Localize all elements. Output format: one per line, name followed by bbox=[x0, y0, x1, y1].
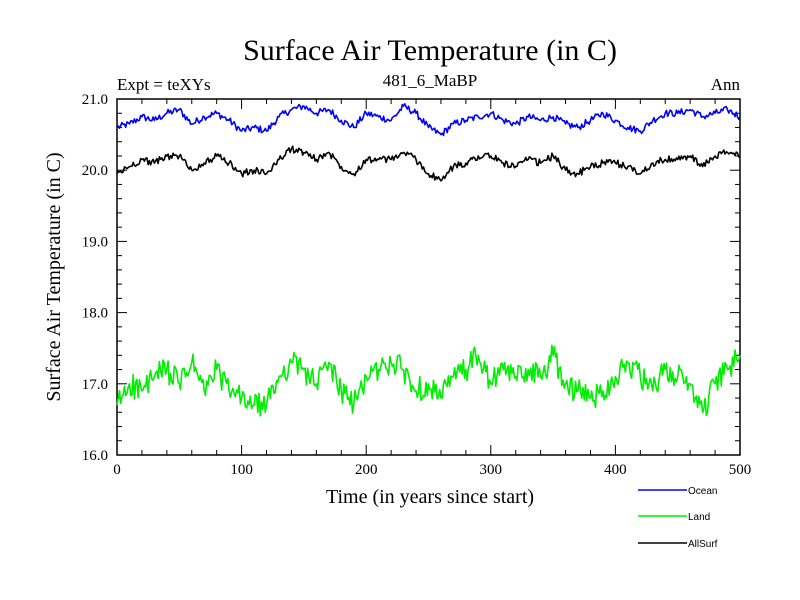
y-axis-label: Surface Air Temperature (in C) bbox=[43, 152, 65, 401]
y-tick-label: 18.0 bbox=[82, 306, 108, 322]
series-layer bbox=[116, 103, 741, 417]
x-tick-label: 100 bbox=[230, 462, 253, 478]
legend-label: Land bbox=[688, 512, 710, 523]
y-tick-label: 19.0 bbox=[82, 234, 108, 250]
experiment-label: Expt = teXYs bbox=[117, 75, 211, 94]
legend-label: Ocean bbox=[688, 486, 717, 497]
series-line-ocean bbox=[116, 103, 741, 137]
x-tick-label: 300 bbox=[480, 462, 503, 478]
legend-label: AllSurf bbox=[688, 539, 718, 550]
y-tick-label: 21.0 bbox=[82, 92, 108, 108]
chart-title: Surface Air Temperature (in C) bbox=[243, 34, 617, 67]
x-tick-label: 400 bbox=[604, 462, 627, 478]
x-tick-label: 0 bbox=[113, 462, 121, 478]
period-label: 481_6_MaBP bbox=[383, 71, 477, 90]
y-tick-label: 16.0 bbox=[82, 448, 108, 464]
series-line-allsurf bbox=[116, 145, 741, 182]
x-tick-label: 200 bbox=[355, 462, 378, 478]
x-tick-label: 500 bbox=[729, 462, 752, 478]
plot-frame bbox=[116, 98, 741, 456]
season-label: Ann bbox=[711, 75, 741, 94]
y-tick-label: 17.0 bbox=[82, 377, 108, 393]
legend: Ocean Land AllSurf bbox=[638, 486, 718, 550]
y-tick-label: 20.0 bbox=[82, 163, 108, 179]
x-axis-label: Time (in years since start) bbox=[326, 486, 534, 508]
series-line-land bbox=[116, 344, 741, 417]
axis-ticks: 0 100 200 300 400 500 16.0 17.0 18.0 19.0 20.0 21.0 bbox=[82, 92, 752, 478]
